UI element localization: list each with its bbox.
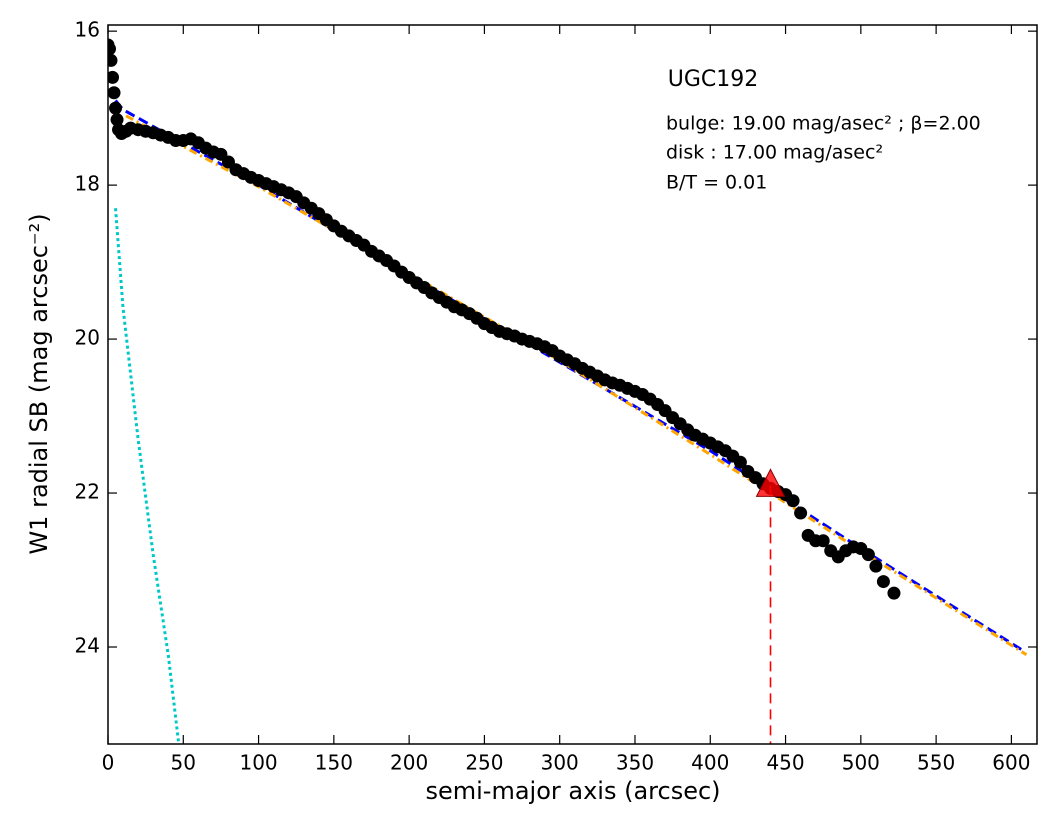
data-point (861, 548, 875, 562)
annotation: B/T = 0.01 (666, 172, 767, 194)
data-point (794, 506, 808, 520)
x-tick-label: 250 (465, 751, 503, 775)
x-axis-label: semi-major axis (arcsec) (425, 777, 720, 805)
data-point (869, 559, 883, 573)
data-point (733, 455, 747, 469)
data-point (786, 494, 800, 508)
x-tick-label: 450 (766, 751, 804, 775)
axes-frame (107, 24, 1038, 745)
y-tick-label: 16 (75, 18, 100, 42)
data-point (108, 42, 117, 56)
triangle-marker (755, 468, 786, 497)
x-tick-label: 550 (917, 751, 955, 775)
data-point (108, 70, 120, 84)
y-tick-label: 24 (75, 634, 100, 658)
x-tick-label: 50 (171, 751, 196, 775)
x-tick-label: 300 (541, 751, 579, 775)
data-point (108, 86, 121, 100)
y-tick-label: 20 (75, 326, 100, 350)
x-tick-label: 0 (102, 751, 115, 775)
data-point (876, 575, 890, 589)
x-tick-label: 600 (992, 751, 1030, 775)
fit-line (114, 208, 181, 744)
y-tick-label: 18 (75, 172, 100, 196)
y-tick-label: 22 (75, 480, 100, 504)
x-tick-label: 400 (691, 751, 729, 775)
x-tick-label: 100 (239, 751, 277, 775)
data-point (816, 534, 830, 548)
data-point (108, 53, 118, 67)
x-tick-label: 150 (315, 751, 353, 775)
x-tick-label: 350 (616, 751, 654, 775)
fit-line (125, 114, 1028, 656)
data-point (110, 113, 124, 127)
x-tick-label: 200 (390, 751, 428, 775)
plot-area (108, 38, 1028, 744)
x-tick-label: 500 (842, 751, 880, 775)
data-point (109, 101, 123, 115)
y-axis-label: W1 radial SB (mag arcsec⁻²) (25, 213, 53, 554)
data-point (887, 586, 901, 600)
chart-title: UGC192 (668, 67, 759, 92)
annotation: bulge: 19.00 mag/asec² ; β=2.00 (666, 113, 981, 135)
annotation: disk : 17.00 mag/asec² (666, 142, 883, 164)
